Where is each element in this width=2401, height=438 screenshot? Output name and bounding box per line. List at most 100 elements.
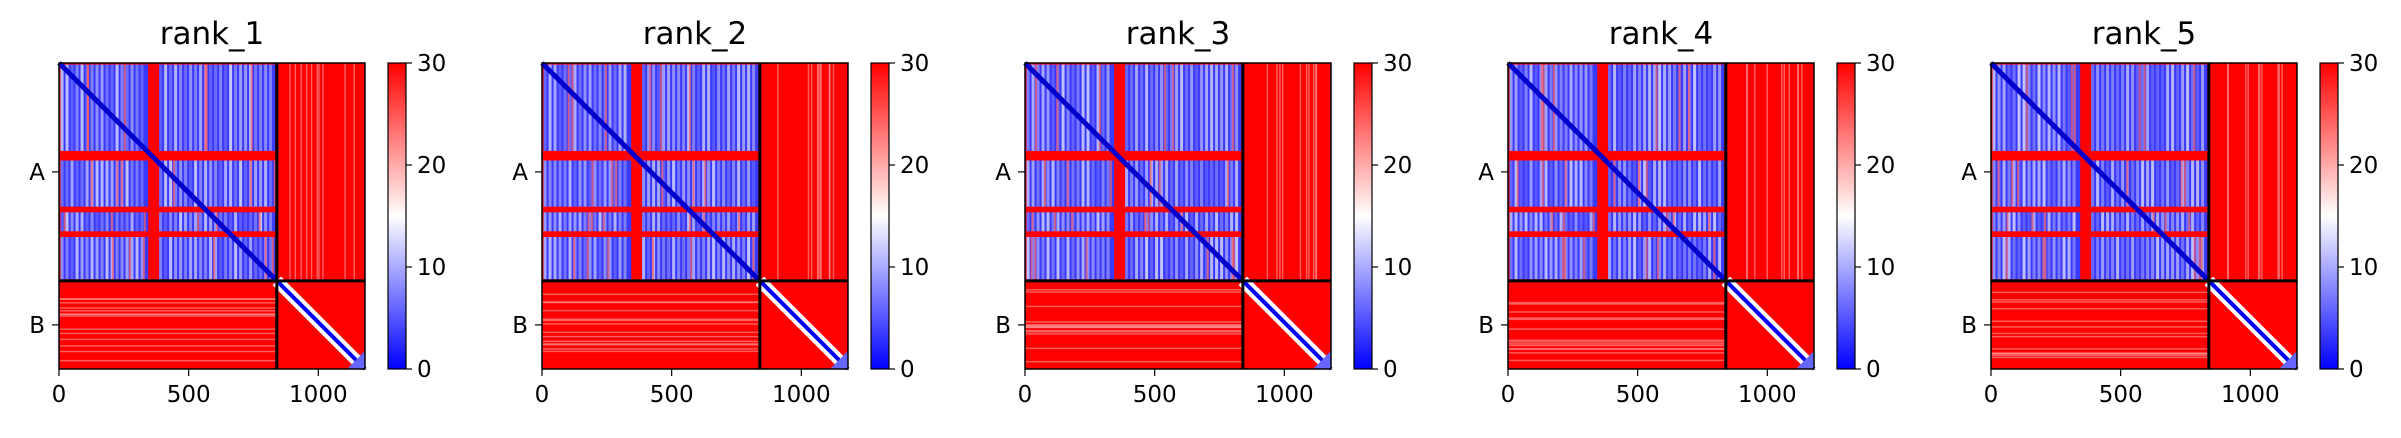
heatmap-streak [1643,160,1647,207]
heatmap-streak [2166,160,2170,207]
heatmap-streak [2131,64,2135,151]
heatmap-streak [618,212,622,232]
heatmap-streak [571,64,574,151]
heatmap-streak [1788,63,1790,281]
heatmap-streak [1783,63,1786,281]
heatmap-streak [229,212,233,232]
heatmap-streak [115,64,119,151]
heatmap-streak [1713,64,1717,151]
heatmap-streak [140,64,144,151]
heatmap-streak [2012,212,2016,232]
heatmap-streak [2152,212,2155,232]
heatmap-streak [1708,160,1712,207]
heatmap-streak [75,64,79,151]
heatmap-streak [2096,160,2100,207]
heatmap-streak [184,237,188,280]
x-tick-label: 500 [2099,382,2143,408]
heatmap-streak [1678,212,1682,232]
heatmap-streak [1637,160,1640,207]
heatmap-streak [59,315,277,317]
heatmap-streak [2067,160,2071,207]
heatmap-streak [80,237,84,280]
heatmap-streak [1534,237,1538,280]
heatmap-streak [1140,64,1144,151]
heatmap-streak [1508,341,1726,343]
heatmap-streak [697,237,701,280]
heatmap-streak [2146,237,2150,280]
heatmap-streak [1066,160,1069,207]
heatmap-streak [672,212,676,232]
heatmap-streak [90,237,94,280]
heatmap-streak [1312,63,1315,281]
heatmap-streak [1172,64,1175,151]
heatmap-streak [2072,212,2076,232]
heatmap-streak [1096,212,1100,232]
heatmap-streak [1215,64,1219,151]
heatmap-streak [1514,237,1518,280]
heatmap-streak [174,64,178,151]
heatmap-streak [1991,301,2209,303]
heatmap-streak [135,64,139,151]
heatmap-streak [2171,237,2175,280]
heatmap-streak [1195,237,1199,280]
heatmap-streak [1165,160,1169,207]
heatmap-streak [1025,329,1243,332]
heatmap-streak [688,212,691,232]
heatmap-streak [568,212,572,232]
heatmap-streak [692,160,695,207]
heatmap-streak [110,160,114,207]
heatmap-streak [1645,237,1648,280]
heatmap-streak [1061,237,1065,280]
heatmap-streak [727,237,731,280]
panel-title: rank_2 [643,16,748,52]
heatmap-streak [1096,160,1100,207]
heatmap-streak [1589,64,1593,151]
heatmap-streak [249,212,253,232]
heatmap-diagonal [540,61,762,283]
heatmap-streak [184,160,188,207]
heatmap-streak [289,63,291,281]
heatmap-streak [204,237,208,280]
heatmap-streak [1693,64,1697,151]
heatmap-streak [604,64,607,151]
heatmap-streak [2067,64,2071,151]
heatmap-streak [717,237,721,280]
heatmap-streak [2146,160,2150,207]
heatmap-streak [2191,64,2195,151]
heatmap-streak [1698,237,1702,280]
heatmap-streak [2070,64,2073,151]
heatmap-streak [318,63,320,281]
heatmap-streak [2067,212,2071,232]
heatmap-streak [642,212,646,232]
heatmap-diagonal [1989,61,2211,283]
heatmap-streak [2180,160,2183,207]
heatmap-streak [1991,352,2209,354]
heatmap-streak [273,160,276,207]
heatmap-streak [568,237,572,280]
heatmap-streak [2131,212,2135,232]
heatmap-streak [2136,160,2140,207]
heatmap-streak [269,64,273,151]
heatmap-streak [690,237,693,280]
heatmap-streak [1155,237,1159,280]
heatmap-streak [2141,212,2145,232]
heatmap-streak [1589,237,1593,280]
heatmap-streak [1215,237,1219,280]
colorbar-tick-label: 30 [2349,51,2378,77]
heatmap-streak [120,160,123,207]
heatmap-streak [2044,212,2047,232]
heatmap-streak [607,237,610,280]
heatmap-streak [553,237,557,280]
heatmap-streak [747,160,751,207]
heatmap-streak [578,64,582,151]
heatmap-streak [174,160,178,207]
heatmap-streak [2181,160,2185,207]
heatmap-streak [1519,212,1523,232]
heatmap-streak [1051,64,1055,151]
heatmap-streak [1516,160,1519,207]
heatmap-streak [615,160,618,207]
heatmap-streak [2062,237,2066,280]
heatmap-streak [660,64,663,151]
heatmap-streak [300,63,303,281]
heatmap-streak [2136,64,2140,151]
